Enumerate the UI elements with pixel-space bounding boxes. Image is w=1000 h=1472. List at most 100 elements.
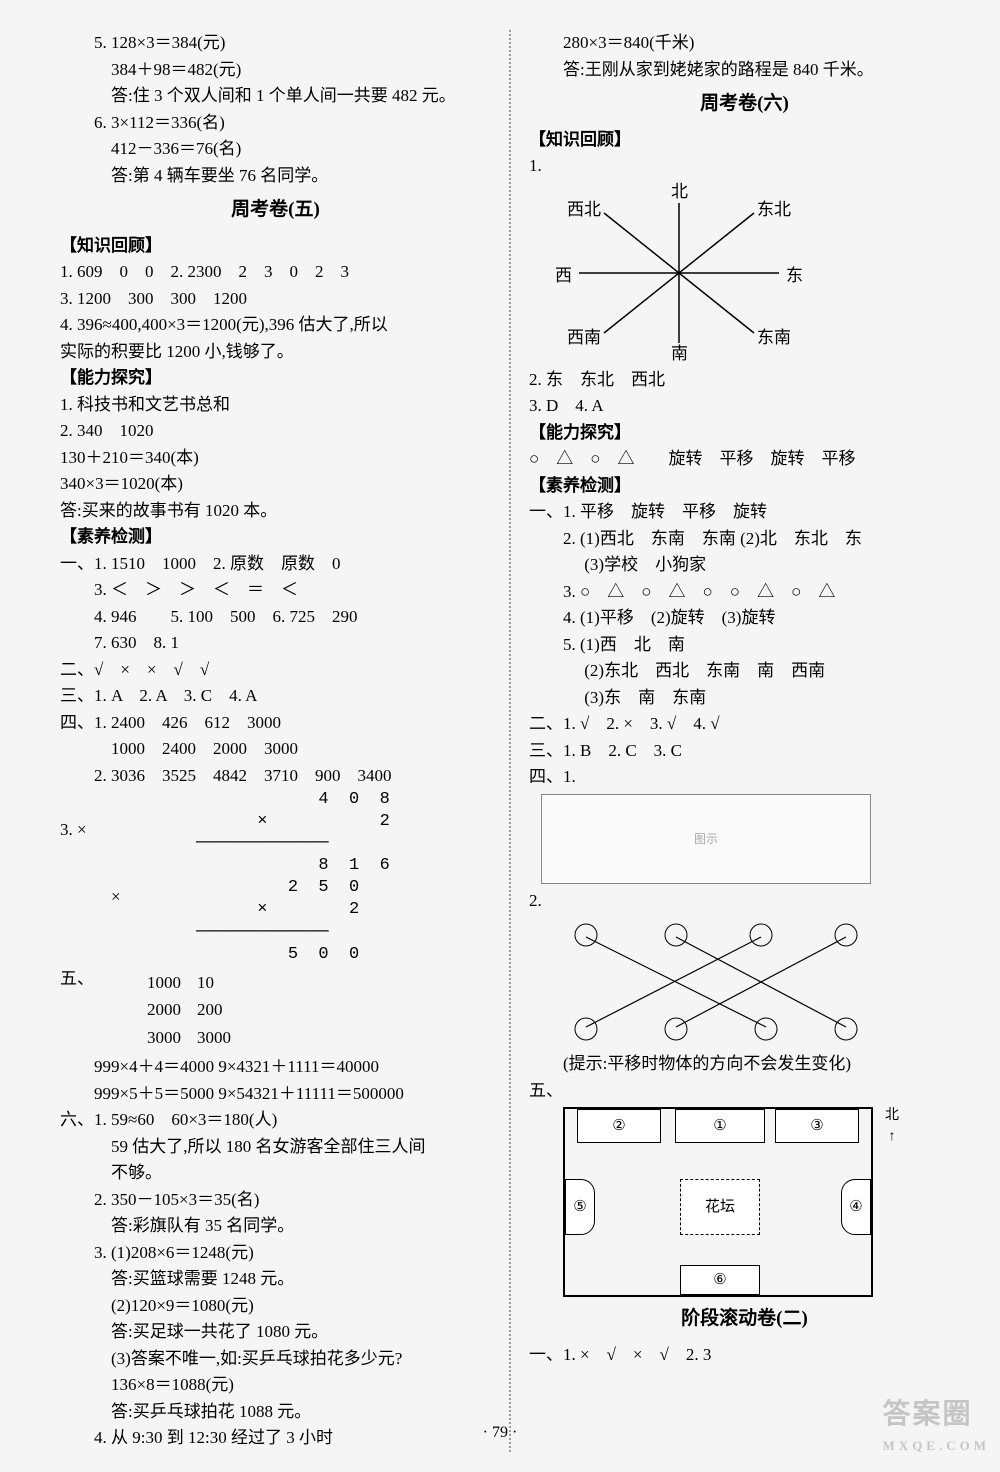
text-line: 四、1. 2400 426 612 3000 [60, 710, 491, 736]
text-line: 不够。 [60, 1160, 491, 1186]
text-line: 136×8＝1088(元) [60, 1372, 491, 1398]
section-heading: 【素养检测】 [529, 473, 960, 499]
text-line: 四、1. [529, 764, 960, 790]
table-5: 100010 2000200 30003000 [145, 968, 247, 1053]
text-line: 6. 3×112＝336(名) [60, 110, 491, 136]
text-line: 412－336＝76(名) [60, 136, 491, 162]
text-line: 999×5＋5＝5000 9×54321＋11111＝500000 [60, 1081, 491, 1107]
text-line: (2)120×9＝1080(元) [60, 1293, 491, 1319]
question-5-label: 五、 [529, 1078, 960, 1104]
diagram-cell-6: ⑥ [680, 1265, 760, 1295]
section-heading: 【知识回顾】 [60, 233, 491, 259]
text-line: 2. (1)西北 东南 东南 (2)北 东北 东 [529, 526, 960, 552]
watermark: 答案圈 MXQE.COM [883, 1394, 990, 1456]
text-line: 答:买足球一共花了 1080 元。 [60, 1319, 491, 1345]
text-line: 3. D 4. A [529, 393, 960, 419]
vertical-calc-x: × [111, 789, 145, 910]
section-heading: 【能力探究】 [529, 420, 960, 446]
section-heading: 【能力探究】 [60, 365, 491, 391]
text-line: 1. 科技书和文艺书总和 [60, 392, 491, 418]
text-line: 答:买篮球需要 1248 元。 [60, 1266, 491, 1292]
compass-sw: 西南 [567, 325, 601, 351]
text-line: 2. 350－105×3＝35(名) [60, 1187, 491, 1213]
text-line: 999×4＋4＝4000 9×4321＋1111＝40000 [60, 1054, 491, 1080]
north-indicator: 北↑ [885, 1105, 899, 1147]
diagram-cell-3: ③ [775, 1109, 859, 1143]
layout-diagram-5: 北↑ ① ② ③ ④ ⑤ ⑥ 花坛 [563, 1107, 873, 1297]
text-line: 一、1. 平移 旋转 平移 旋转 [529, 499, 960, 525]
compass-nw: 西北 [567, 197, 601, 223]
text-line: 3. 1200 300 300 1200 [60, 286, 491, 312]
text-line: 384＋98＝482(元) [60, 57, 491, 83]
text-line: 4. 396≈400,400×3＝1200(元),396 估大了,所以 [60, 312, 491, 338]
figure-4-1: 图示 [541, 794, 871, 884]
text-line: 1. 609 0 0 2. 2300 2 3 0 2 3 [60, 259, 491, 285]
text-line: 4. 946 5. 100 500 6. 725 290 [60, 604, 491, 630]
text-line: 2. 东 东北 西北 [529, 367, 960, 393]
text-line: 4. (1)平移 (2)旋转 (3)旋转 [529, 605, 960, 631]
table-cell: 2000 [147, 997, 195, 1023]
text-line: 3. (1)208×6＝1248(元) [60, 1240, 491, 1266]
question-2-label: 2. [529, 888, 960, 914]
vertical-calc-label: 3. × [60, 789, 111, 843]
compass-diagram: 北 东北 东 东南 南 西南 西 西北 [559, 183, 799, 363]
text-line: 3. ＜ ＞ ＞ ＜ ＝ ＜ [60, 577, 491, 603]
hint-text: (提示:平移时物体的方向不会发生变化) [529, 1051, 960, 1077]
text-line: 三、1. A 2. A 3. C 4. A [60, 683, 491, 709]
figure-4-2 [546, 917, 886, 1047]
compass-ne: 东北 [757, 197, 791, 223]
text-line: 130＋210＝340(本) [60, 445, 491, 471]
text-line: (3)答案不唯一,如:买乒乓球拍花多少元? [60, 1346, 491, 1372]
text-line: 1000 2400 2000 3000 [60, 736, 491, 762]
text-line: (2)东北 西北 东南 南 西南 [529, 658, 960, 684]
diagram-cell-2: ② [577, 1109, 661, 1143]
text-line: 答:第 4 辆车要坐 76 名同学。 [60, 163, 491, 189]
compass-se: 东南 [757, 325, 791, 351]
text-line: 实际的积要比 1200 小,钱够了。 [60, 339, 491, 365]
section-heading: 【知识回顾】 [529, 127, 960, 153]
text-line: (3)东 南 东南 [529, 685, 960, 711]
text-line: 5. (1)西 北 南 [529, 632, 960, 658]
diagram-cell-4: ④ [841, 1179, 871, 1235]
text-line: 2. 340 1020 [60, 418, 491, 444]
text-line: 二、√ × × √ √ [60, 657, 491, 683]
compass-west: 西 [555, 263, 572, 289]
diagram-center: 花坛 [680, 1179, 760, 1235]
vertical-calculation: 4 0 8 × 2 ───────────── 8 1 6 2 5 0 × 2 … [196, 789, 390, 966]
text-line: 59 估大了,所以 180 名女游客全部住三人间 [60, 1134, 491, 1160]
page-number: · 79 · [0, 1421, 1000, 1445]
text-line: 7. 630 8. 1 [60, 630, 491, 656]
text-line: 一、1. × √ × √ 2. 3 [529, 1342, 960, 1368]
exam-title-5: 周考卷(五) [60, 196, 491, 225]
question-5-label: 五、 [60, 966, 94, 1055]
text-line: 280×3＝840(千米) [529, 30, 960, 56]
right-column: 280×3＝840(千米) 答:王刚从家到姥姥家的路程是 840 千米。 周考卷… [529, 30, 960, 1452]
question-1-label: 1. [529, 153, 960, 179]
table-cell: 1000 [147, 970, 195, 996]
text-line: 3. ○ △ ○ △ ○ ○ △ ○ △ [529, 579, 960, 605]
column-divider [509, 30, 511, 1452]
text-line: 答:王刚从家到姥姥家的路程是 840 千米。 [529, 57, 960, 83]
text-line: 答:彩旗队有 35 名同学。 [60, 1213, 491, 1239]
compass-south: 南 [671, 341, 688, 367]
table-cell: 3000 [147, 1025, 195, 1051]
text-line: 一、1. 1510 1000 2. 原数 原数 0 [60, 551, 491, 577]
text-line: 二、1. √ 2. × 3. √ 4. √ [529, 711, 960, 737]
left-column: 5. 128×3＝384(元) 384＋98＝482(元) 答:住 3 个双人间… [60, 30, 491, 1452]
table-cell: 200 [197, 997, 245, 1023]
diagram-cell-5: ⑤ [565, 1179, 595, 1235]
rolling-exam-title: 阶段滚动卷(二) [529, 1305, 960, 1334]
text-line: 六、1. 59≈60 60×3＝180(人) [60, 1107, 491, 1133]
text-line: (3)学校 小狗家 [529, 552, 960, 578]
section-heading: 【素养检测】 [60, 524, 491, 550]
text-line: 2. 3036 3525 4842 3710 900 3400 [60, 763, 491, 789]
compass-east: 东 [786, 263, 803, 289]
compass-north: 北 [671, 179, 688, 205]
exam-title-6: 周考卷(六) [529, 90, 960, 119]
text-line: 5. 128×3＝384(元) [60, 30, 491, 56]
text-line: 答:买来的故事书有 1020 本。 [60, 498, 491, 524]
text-line: ○ △ ○ △ 旋转 平移 旋转 平移 [529, 446, 960, 472]
text-line: 答:住 3 个双人间和 1 个单人间一共要 482 元。 [60, 83, 491, 109]
diagram-cell-1: ① [675, 1109, 765, 1143]
text-line: 三、1. B 2. C 3. C [529, 738, 960, 764]
